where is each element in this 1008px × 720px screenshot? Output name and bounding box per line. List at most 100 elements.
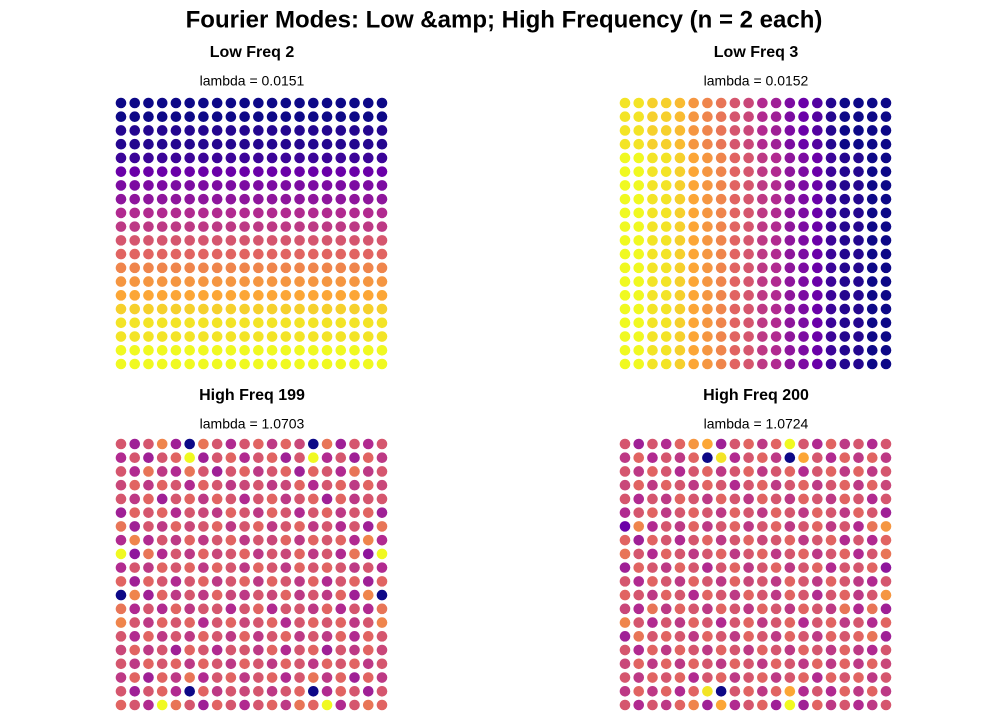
mode-dot <box>798 152 809 164</box>
mode-dot <box>743 644 754 656</box>
mode-dot <box>784 331 796 342</box>
mode-dot <box>362 466 374 477</box>
mode-dot <box>362 235 374 246</box>
mode-dot <box>825 672 837 683</box>
mode-dot <box>170 644 182 656</box>
mode-dot <box>729 438 741 450</box>
mode-dot <box>184 644 195 656</box>
mode-dot <box>115 699 127 711</box>
mode-dot <box>253 97 264 109</box>
mode-dot <box>770 290 782 301</box>
mode-dot <box>184 699 195 711</box>
mode-dot <box>321 125 333 136</box>
mode-dot <box>770 644 782 656</box>
mode-dot <box>170 317 182 329</box>
mode-dot <box>812 276 823 287</box>
mode-dot <box>880 603 892 615</box>
mode-dot <box>825 534 837 546</box>
mode-dot <box>362 97 374 109</box>
panel-subtitle: lambda = 0.0151 <box>200 73 305 89</box>
mode-dot <box>198 521 209 532</box>
mode-dot <box>798 207 809 219</box>
mode-dot <box>715 317 727 329</box>
mode-dot <box>619 303 631 315</box>
mode-dot <box>266 521 278 532</box>
mode-dot <box>349 493 360 505</box>
mode-dot <box>170 97 182 109</box>
mode-dot <box>335 617 347 628</box>
mode-dot <box>239 617 250 628</box>
mode-dot <box>633 193 645 205</box>
mode-dot <box>156 521 168 532</box>
mode-dot <box>280 221 292 232</box>
mode-dot <box>376 331 388 342</box>
mode-dot <box>839 452 851 464</box>
mode-dot <box>253 479 264 491</box>
mode-dot <box>198 631 209 642</box>
mode-dot <box>647 262 658 274</box>
mode-dot <box>674 97 686 109</box>
mode-dot <box>880 617 892 628</box>
mode-dot <box>702 534 713 546</box>
mode-dot <box>362 493 374 505</box>
mode-dot <box>225 452 237 464</box>
mode-dot <box>129 507 141 518</box>
mode-dot <box>757 180 768 191</box>
mode-dot <box>770 358 782 370</box>
mode-dot <box>156 548 168 560</box>
mode-dot <box>211 235 223 246</box>
mode-dot <box>170 685 182 697</box>
mode-dot <box>812 658 823 670</box>
mode-dot <box>321 166 333 177</box>
mode-dot <box>839 207 851 219</box>
mode-dot <box>729 658 741 670</box>
mode-dot <box>619 180 631 191</box>
mode-dot <box>239 672 250 683</box>
mode-dot <box>156 438 168 450</box>
mode-dot <box>715 303 727 315</box>
mode-dot <box>633 248 645 260</box>
mode-dot <box>239 290 250 301</box>
mode-dot <box>880 452 892 464</box>
mode-dot <box>619 658 631 670</box>
mode-dot <box>784 97 796 109</box>
mode-dot <box>715 331 727 342</box>
mode-dot <box>729 562 741 573</box>
mode-dot <box>647 207 658 219</box>
mode-dot <box>729 166 741 177</box>
mode-dot <box>660 617 672 628</box>
mode-dot <box>825 166 837 177</box>
mode-dot <box>757 699 768 711</box>
mode-dot <box>225 658 237 670</box>
mode-dot <box>866 685 878 697</box>
mode-dot <box>660 125 672 136</box>
mode-dot <box>129 235 141 246</box>
mode-dot <box>280 138 292 150</box>
mode-dot <box>184 331 195 342</box>
mode-dot <box>211 152 223 164</box>
mode-dot <box>702 276 713 287</box>
mode-dot <box>321 248 333 260</box>
mode-dot <box>156 479 168 491</box>
mode-dot <box>798 507 809 518</box>
mode-dot <box>839 631 851 642</box>
mode-dot <box>266 576 278 587</box>
mode-dot <box>839 152 851 164</box>
mode-dot <box>647 699 658 711</box>
mode-dot <box>839 111 851 123</box>
mode-dot <box>647 331 658 342</box>
mode-dot <box>633 603 645 615</box>
mode-dot <box>619 452 631 464</box>
mode-dot <box>376 358 388 370</box>
mode-dot <box>812 603 823 615</box>
mode-dot <box>239 576 250 587</box>
mode-dot <box>825 221 837 232</box>
mode-dot <box>376 699 388 711</box>
mode-dot <box>702 125 713 136</box>
mode-dot <box>115 672 127 683</box>
mode-dot <box>757 685 768 697</box>
mode-dot <box>156 452 168 464</box>
mode-dot <box>757 221 768 232</box>
mode-dot <box>335 699 347 711</box>
mode-dot <box>770 548 782 560</box>
